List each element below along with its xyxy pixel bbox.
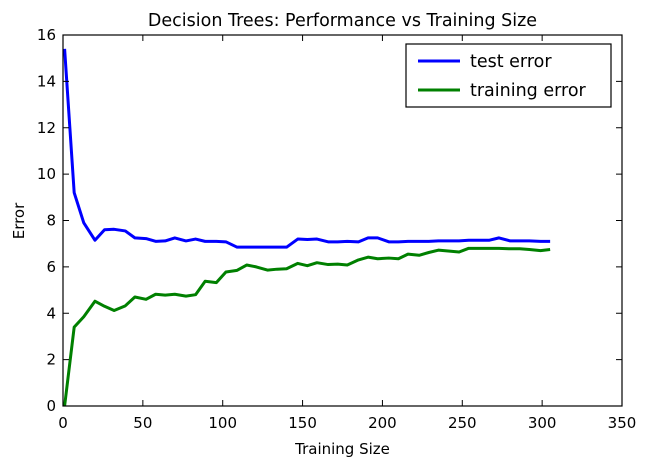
x-tick-label: 50 [133, 414, 152, 432]
y-tick-label: 10 [37, 165, 56, 183]
x-tick-label: 250 [448, 414, 477, 432]
legend-label-test-error: test error [470, 52, 552, 72]
y-axis-label: Error [10, 202, 28, 239]
legend-label-training-error: training error [470, 81, 587, 101]
chart-title: Decision Trees: Performance vs Training … [148, 11, 537, 31]
y-tick-label: 14 [37, 72, 56, 90]
y-tick-label: 2 [46, 351, 56, 369]
series-line-test-error [63, 48, 551, 249]
legend: test error training error [405, 43, 612, 108]
x-axis-label: Training Size [294, 440, 390, 458]
x-tick-label: 100 [208, 414, 237, 432]
x-tick-label: 350 [608, 414, 637, 432]
x-tick-label: 300 [528, 414, 557, 432]
axis-ticks: 0 50 100 150 200 250 300 350 0 2 4 6 8 10 12 14 16 [37, 26, 636, 432]
x-tick-label: 200 [368, 414, 397, 432]
y-tick-label: 8 [46, 212, 56, 230]
x-tick-label: 150 [288, 414, 317, 432]
series-line-training-error [63, 246, 551, 407]
y-tick-label: 0 [46, 397, 56, 415]
y-tick-label: 6 [46, 258, 56, 276]
x-tick-label: 0 [58, 414, 68, 432]
y-tick-label: 16 [37, 26, 56, 44]
y-tick-label: 4 [46, 304, 56, 322]
legend-frame [405, 43, 612, 108]
series-layer [63, 48, 551, 407]
y-tick-label: 12 [37, 119, 56, 137]
